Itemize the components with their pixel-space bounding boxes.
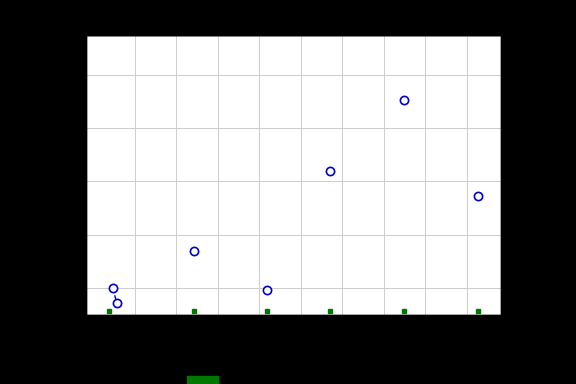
Y-axis label: Depth to water level, feet below land
 surface: Depth to water level, feet below land su… xyxy=(21,43,48,306)
Point xyxy=(190,248,199,254)
Point xyxy=(263,286,272,293)
Y-axis label: Groundwater level above NAVD 1988, feet: Groundwater level above NAVD 1988, feet xyxy=(539,36,552,314)
Point xyxy=(108,285,118,291)
Point xyxy=(112,300,122,306)
Title: USGS 394527075154001 151504-- South Jersey 3 Obs: USGS 394527075154001 151504-- South Jers… xyxy=(84,14,504,29)
Point xyxy=(400,97,409,103)
Point xyxy=(325,168,334,174)
Point xyxy=(473,193,482,199)
Legend: Period of approved data: Period of approved data xyxy=(182,370,406,384)
